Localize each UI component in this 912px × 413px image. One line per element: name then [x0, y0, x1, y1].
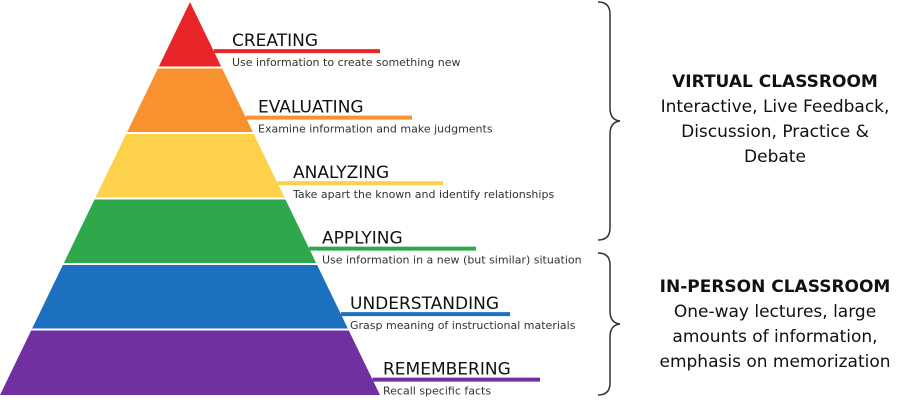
group-line: emphasis on memorization: [659, 352, 890, 372]
level-title: UNDERSTANDING: [350, 294, 499, 314]
level-description: Take apart the known and identify relati…: [292, 188, 554, 201]
level-description: Recall specific facts: [383, 385, 491, 398]
pyramid-level: [127, 68, 253, 132]
level-title: CREATING: [232, 31, 318, 51]
level-title: ANALYZING: [293, 163, 389, 183]
brace: [597, 1, 621, 241]
pyramid-level: [158, 2, 222, 67]
level-title: APPLYING: [322, 229, 403, 249]
brace: [597, 252, 621, 396]
level-description: Use information in a new (but similar) s…: [322, 254, 582, 267]
group-title: IN-PERSON CLASSROOM: [660, 277, 891, 297]
pyramid-level: [95, 134, 285, 198]
pyramid-level: [63, 199, 317, 263]
group-line: amounts of information,: [672, 327, 877, 347]
level-description: Grasp meaning of instructional materials: [350, 319, 576, 332]
group-line: Discussion, Practice &: [681, 122, 869, 142]
group-line: Debate: [744, 147, 806, 167]
level-description: Use information to create something new: [232, 56, 460, 69]
group-title: VIRTUAL CLASSROOM: [672, 72, 878, 92]
pyramid-level: [0, 330, 380, 395]
level-title: EVALUATING: [258, 98, 364, 118]
level-description: Examine information and make judgments: [258, 123, 493, 136]
group-line: One-way lectures, large: [674, 302, 876, 322]
pyramid-level: [32, 265, 348, 329]
group-line: Interactive, Live Feedback,: [661, 97, 890, 117]
level-title: REMEMBERING: [383, 360, 511, 380]
